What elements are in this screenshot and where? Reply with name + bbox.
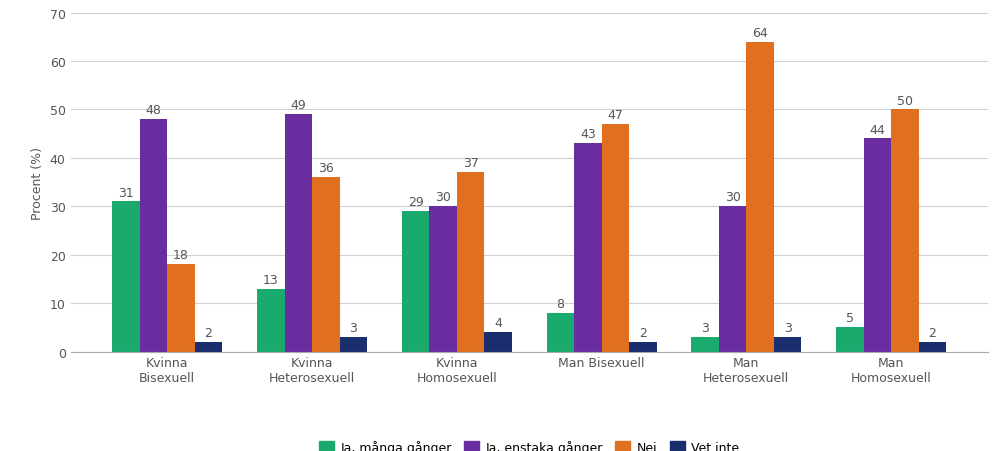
Text: 2: 2: [928, 326, 936, 339]
Bar: [312, 178, 340, 352]
Bar: [918, 342, 947, 352]
Bar: [836, 327, 864, 352]
Text: 3: 3: [350, 322, 357, 334]
Bar: [195, 342, 223, 352]
Bar: [167, 265, 195, 352]
Bar: [575, 144, 602, 352]
Y-axis label: Procent (%): Procent (%): [31, 146, 44, 219]
Text: 50: 50: [897, 94, 913, 107]
Text: 29: 29: [407, 196, 423, 209]
Text: 2: 2: [205, 326, 213, 339]
Text: 5: 5: [846, 312, 854, 325]
Bar: [429, 207, 457, 352]
Text: 4: 4: [494, 317, 502, 330]
Bar: [864, 139, 891, 352]
Bar: [719, 207, 746, 352]
Text: 2: 2: [639, 326, 647, 339]
Bar: [746, 42, 774, 352]
Text: 36: 36: [318, 162, 334, 175]
Text: 43: 43: [580, 128, 596, 141]
Text: 8: 8: [556, 297, 564, 310]
Bar: [891, 110, 918, 352]
Text: 37: 37: [463, 157, 479, 170]
Bar: [257, 289, 284, 352]
Text: 64: 64: [752, 27, 768, 40]
Bar: [140, 120, 167, 352]
Bar: [484, 332, 512, 352]
Bar: [691, 337, 719, 352]
Bar: [457, 173, 484, 352]
Text: 47: 47: [608, 109, 623, 122]
Bar: [112, 202, 140, 352]
Text: 30: 30: [435, 191, 451, 204]
Bar: [774, 337, 801, 352]
Text: 3: 3: [783, 322, 791, 334]
Bar: [284, 115, 312, 352]
Text: 18: 18: [173, 249, 188, 262]
Bar: [602, 124, 629, 352]
Text: 44: 44: [870, 123, 885, 136]
Bar: [629, 342, 656, 352]
Text: 49: 49: [290, 99, 306, 112]
Bar: [402, 212, 429, 352]
Text: 3: 3: [702, 322, 709, 334]
Legend: Ja, många gånger, Ja, enstaka gånger, Nej, Vet inte: Ja, många gånger, Ja, enstaka gånger, Ne…: [320, 440, 739, 451]
Text: 48: 48: [145, 104, 161, 117]
Text: 31: 31: [118, 186, 134, 199]
Text: 13: 13: [263, 273, 278, 286]
Text: 30: 30: [725, 191, 741, 204]
Bar: [546, 313, 575, 352]
Bar: [340, 337, 367, 352]
